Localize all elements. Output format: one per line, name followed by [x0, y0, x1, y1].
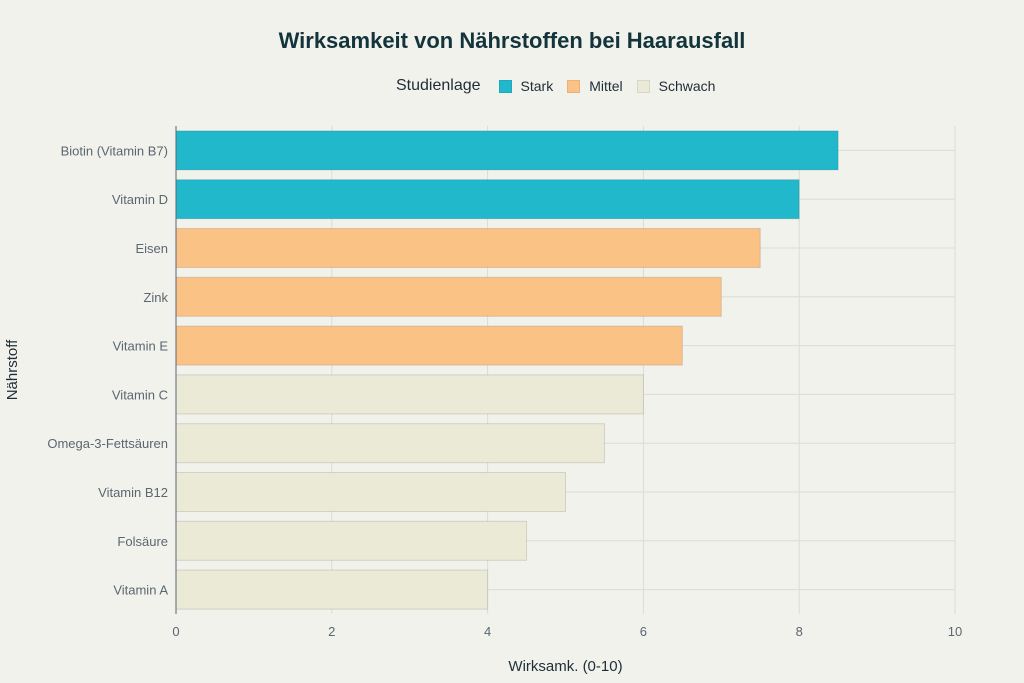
y-axis-title: Nährstoff	[4, 339, 21, 400]
y-tick-label: Biotin (Vitamin B7)	[61, 143, 168, 158]
x-tick-label: 0	[172, 624, 179, 639]
y-tick-label: Vitamin A	[113, 583, 168, 598]
legend-title: Studienlage	[396, 77, 481, 94]
legend-label-schwach: Schwach	[658, 78, 716, 94]
legend-item-stark[interactable]: Stark	[498, 78, 554, 94]
bar[interactable]	[175, 569, 489, 610]
bar[interactable]	[175, 423, 605, 464]
y-tick-label: Omega-3-Fettsäuren	[47, 436, 168, 451]
bar[interactable]	[175, 130, 839, 171]
y-tick-label: Vitamin B12	[98, 485, 168, 500]
y-tick-labels: Biotin (Vitamin B7) Vitamin D Eisen Zink Vit…	[47, 143, 168, 597]
x-tick-label: 6	[640, 624, 647, 639]
legend-label-mittel: Mittel	[589, 78, 623, 94]
y-tick-label: Zink	[143, 290, 168, 305]
y-tick-label: Vitamin D	[112, 192, 168, 207]
bars	[175, 130, 839, 610]
legend: Studienlage Stark Mittel Schwach	[396, 77, 729, 95]
legend-swatch-schwach	[636, 79, 650, 93]
x-tick-label: 4	[484, 624, 491, 639]
legend-label-stark: Stark	[520, 78, 554, 94]
x-tick-label: 8	[796, 624, 803, 639]
bar[interactable]	[175, 471, 566, 513]
bar[interactable]	[175, 276, 722, 317]
bar[interactable]	[175, 520, 528, 561]
y-tick-label: Vitamin C	[112, 387, 168, 402]
legend-item-schwach[interactable]: Schwach	[636, 78, 716, 94]
y-tick-label: Vitamin E	[113, 339, 169, 354]
x-tick-label: 2	[328, 624, 335, 639]
legend-item-mittel[interactable]: Mittel	[567, 78, 623, 94]
chart-title: Wirksamkeit von Nährstoffen bei Haarausf…	[278, 28, 746, 53]
y-tick-label: Folsäure	[117, 534, 168, 549]
bar[interactable]	[175, 179, 800, 220]
bar[interactable]	[175, 325, 683, 366]
legend-swatch-mittel	[567, 79, 581, 93]
x-axis-title: Wirksamk. (0-10)	[508, 658, 622, 675]
x-tick-label: 10	[948, 624, 962, 639]
bar[interactable]	[175, 227, 761, 269]
legend-swatch-stark	[498, 79, 512, 93]
x-tick-labels: 0 2 4 6 8 10	[172, 624, 962, 639]
y-tick-label: Eisen	[135, 241, 168, 256]
bar[interactable]	[175, 374, 644, 415]
